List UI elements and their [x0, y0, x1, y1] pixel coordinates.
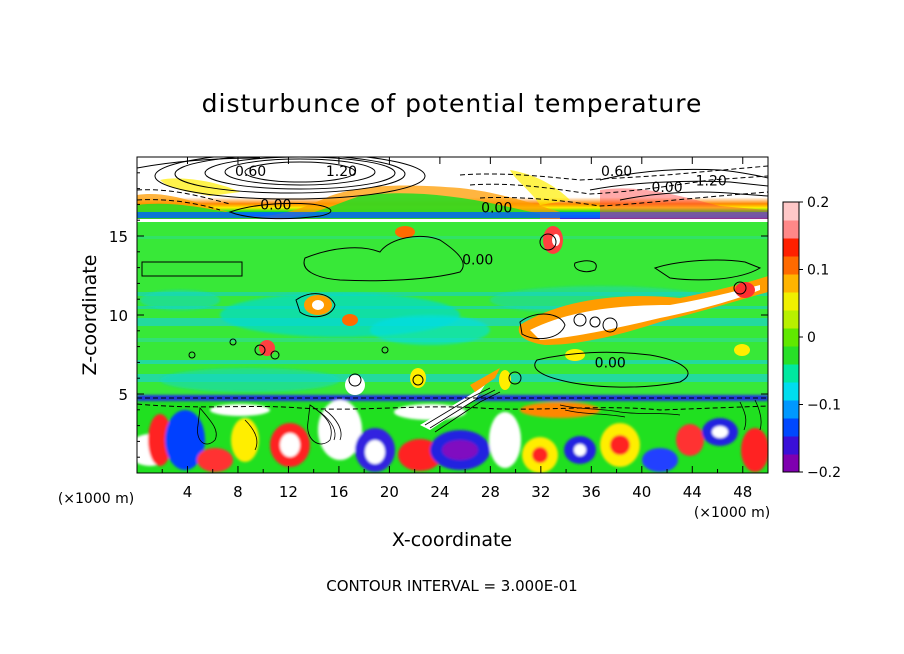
y-axis: 5 10 15 — [109, 172, 768, 458]
x-tick-label: 36 — [582, 483, 601, 501]
plot-area — [137, 157, 768, 473]
colorbar-swatch — [783, 292, 799, 311]
x-axis: 4 8 12 16 20 24 28 32 36 40 44 48 — [161, 157, 752, 501]
colorbar-swatch — [783, 454, 799, 473]
field-convective-cells — [259, 226, 768, 430]
x-axis-unit: (×1000 m) — [694, 505, 770, 521]
colorbar-swatch — [783, 220, 799, 239]
colorbar-swatch — [783, 202, 799, 221]
y-axis-label: Z-coordinate — [79, 255, 101, 376]
colorbar-tick-label: 0 — [807, 330, 816, 346]
contour-label: 0.00 — [462, 253, 493, 269]
contour-label: 0.60 — [601, 164, 632, 180]
y-tick-label: 15 — [109, 228, 128, 246]
colorbar-swatch — [783, 274, 799, 293]
colorbar-swatch — [783, 328, 799, 347]
colorbar-tick-label: −0.1 — [807, 398, 841, 414]
x-tick-label: 4 — [183, 483, 193, 501]
y-tick-label: 5 — [118, 386, 128, 404]
colorbar-tick-label: 0.2 — [807, 195, 829, 211]
contour-labels: 0.60 1.20 0.00 0.00 0.00 0.60 0.00 1.20 0.00 — [235, 164, 727, 371]
colorbar-swatch — [783, 310, 799, 329]
colorbar-swatch — [783, 382, 799, 401]
x-axis-label: X-coordinate — [392, 529, 512, 551]
contour-label: 1.20 — [696, 174, 727, 190]
colorbar-swatch — [783, 436, 799, 455]
colorbar-swatch — [783, 346, 799, 365]
chart-title: disturbunce of potential temperature — [202, 89, 703, 118]
contours-boundary — [197, 387, 762, 451]
contour-label: 1.20 — [326, 164, 357, 180]
x-tick-label: 48 — [733, 483, 752, 501]
contour-label: 0.00 — [651, 180, 682, 196]
y-axis-unit: (×1000 m) — [58, 491, 134, 507]
x-tick-label: 24 — [430, 483, 449, 501]
colorbar-swatch — [783, 400, 799, 419]
contour-label: 0.00 — [260, 197, 291, 213]
colorbar-tick-label: −0.2 — [807, 465, 841, 481]
contour-interval-note: CONTOUR INTERVAL = 3.000E-01 — [326, 577, 577, 595]
colorbar-swatch — [783, 256, 799, 275]
contour-label: 0.00 — [595, 355, 626, 371]
x-tick-label: 16 — [329, 483, 348, 501]
x-tick-label: 8 — [233, 483, 243, 501]
colorbar-swatch — [783, 364, 799, 383]
contours-stratosphere-dashed — [137, 165, 768, 411]
x-tick-label: 32 — [531, 483, 550, 501]
field-stratosphere-features — [137, 170, 768, 222]
contours-mid — [141, 233, 762, 388]
x-tick-label: 28 — [481, 483, 500, 501]
x-tick-label: 20 — [380, 483, 399, 501]
contour-label: 0.60 — [235, 164, 266, 180]
x-tick-label: 40 — [632, 483, 651, 501]
field-cyan-patches — [140, 286, 710, 392]
y-tick-label: 10 — [109, 307, 128, 325]
contour-label: 0.00 — [481, 201, 512, 217]
x-tick-label: 44 — [683, 483, 702, 501]
colorbar-swatch — [783, 238, 799, 257]
colorbar-swatch — [783, 418, 799, 437]
colorbar: 0.2 0.1 0 −0.1 −0.2 — [782, 195, 841, 481]
colorbar-tick-label: 0.1 — [807, 263, 829, 279]
contours-stratosphere — [137, 157, 768, 220]
x-tick-label: 12 — [279, 483, 298, 501]
